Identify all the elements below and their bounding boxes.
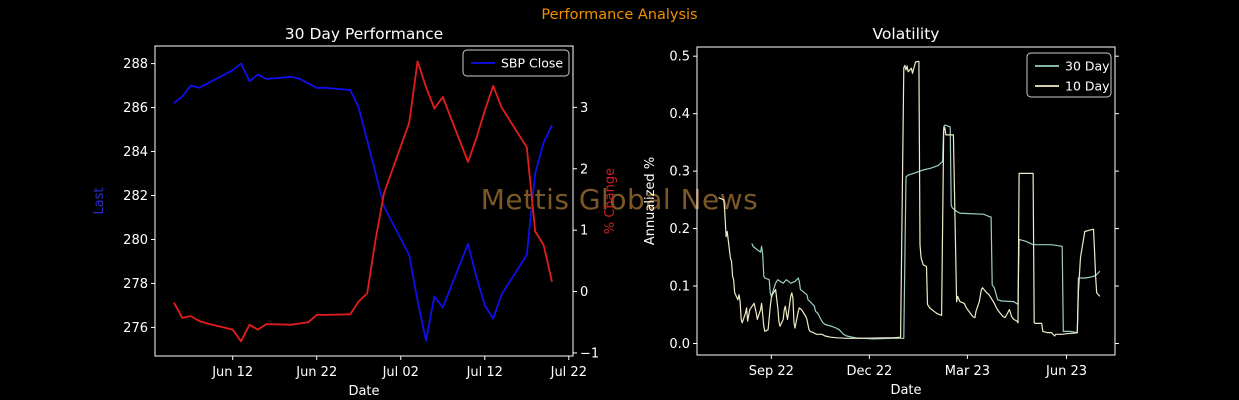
- y-tick-label: 276: [123, 321, 148, 336]
- x-axis-label: Date: [348, 384, 379, 399]
- legend-box: [462, 49, 570, 77]
- x-tick-label: Jul 02: [382, 365, 419, 380]
- y-right-tick-label: 3: [580, 101, 588, 116]
- plot-border: [696, 46, 1116, 356]
- series-line--change: [173, 60, 553, 343]
- x-tick-label: Dec 22: [846, 364, 892, 379]
- legend-label: 30 Day: [1065, 59, 1110, 74]
- x-tick-label: Mar 23: [945, 364, 990, 379]
- y-right-axis-label: % Change: [603, 168, 618, 234]
- x-tick-label: Jun 22: [295, 365, 337, 380]
- series-line-10-day: [718, 60, 1101, 339]
- y-tick-label: 280: [123, 233, 148, 248]
- y-right-tick-label: 2: [580, 162, 588, 177]
- series-line-sbp-close: [173, 62, 553, 342]
- x-tick-label: Jun 23: [1045, 364, 1087, 379]
- y-tick-label: 288: [123, 57, 148, 72]
- x-tick-label: Sep 22: [749, 364, 794, 379]
- x-tick-label: Jul 22: [550, 365, 587, 380]
- series-line-30-day: [751, 124, 1101, 340]
- watermark-text: Mettis Global News: [480, 183, 759, 216]
- x-tick-label: Jul 12: [466, 365, 503, 380]
- y-tick-label: 0.1: [669, 280, 690, 295]
- y-tick-label: 0.4: [669, 107, 690, 122]
- x-tick-label: Jun 12: [211, 365, 253, 380]
- y-axis-label: Annualized %: [643, 157, 658, 245]
- legend-label: SBP Close: [501, 56, 563, 71]
- y-tick-label: 0.3: [669, 165, 690, 180]
- y-tick-label: 284: [123, 145, 148, 160]
- y-tick-label: 0.2: [669, 222, 690, 237]
- x-axis-label: Date: [890, 383, 921, 398]
- y-tick-label: 278: [123, 277, 148, 292]
- plot-border: [154, 45, 574, 357]
- y-tick-label: 0.0: [669, 337, 690, 352]
- volatility-chart: Volatility Sep 22 Dec 22 Mar 23 Jun 23 Date 0.…: [643, 25, 1119, 398]
- chart-title: Volatility: [873, 25, 940, 43]
- y-axis-label: Last: [92, 187, 107, 214]
- legend-label: 10 Day: [1065, 79, 1110, 94]
- y-right-tick-label: −1: [580, 346, 599, 361]
- y-tick-label: 0.5: [669, 50, 690, 65]
- chart-title: 30 Day Performance: [285, 25, 443, 43]
- performance-chart: 30 Day Performance Jun 12 Jun 22 Jul 02 Jul …: [92, 25, 618, 399]
- y-right-tick-label: 1: [580, 224, 588, 239]
- y-right-tick-label: 0: [580, 285, 588, 300]
- figure-suptitle: Performance Analysis: [541, 7, 698, 23]
- y-tick-label: 282: [123, 189, 148, 204]
- y-tick-label: 286: [123, 101, 148, 116]
